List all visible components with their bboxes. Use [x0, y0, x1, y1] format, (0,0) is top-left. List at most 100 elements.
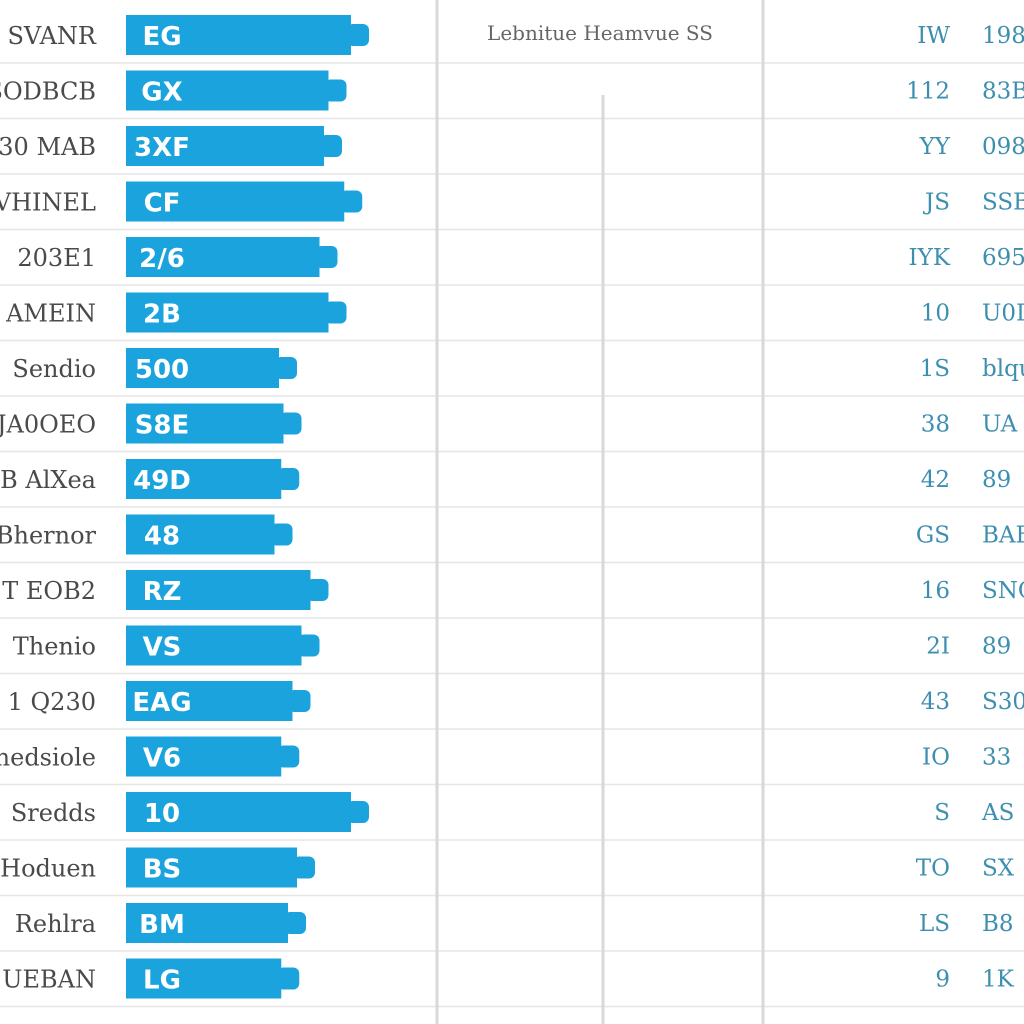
- table-row: SVANR EG IW 1986: [7, 15, 1024, 55]
- bar-cap: [277, 967, 300, 990]
- table-row: UEBAN LG 9 1K: [2, 958, 1015, 999]
- value-cell-2: UA: [982, 412, 1018, 438]
- row-label: 1 Q230: [8, 688, 96, 716]
- value-cell-1: 10: [921, 301, 950, 327]
- value-cell-2: 1986: [982, 23, 1024, 49]
- bar-cap: [324, 79, 347, 102]
- value-cell-1: 9: [935, 967, 950, 993]
- bar-data-label: RZ: [143, 577, 182, 607]
- value-cell-2: 89: [982, 467, 1011, 493]
- value-cell-2: SX: [982, 856, 1015, 882]
- row-label: SODBCB: [0, 78, 96, 106]
- bar-data-label: BS: [143, 855, 182, 885]
- row-label: TB AlXea: [0, 466, 96, 494]
- bar-cap: [297, 634, 320, 657]
- table-row: 30 MAB 3XF YY 098: [0, 126, 1024, 166]
- bar-data-label: LG: [143, 966, 181, 996]
- bar-data-label: 10: [144, 799, 180, 829]
- rows-layer: SVANR EG IW 1986 SODBCB GX 112 83B 30 MAB 3XF YY 09…: [0, 15, 1024, 999]
- value-cell-1: IO: [922, 745, 950, 771]
- value-cell-1: 43: [921, 689, 950, 715]
- value-cell-1: YY: [919, 134, 951, 160]
- table-row: T EOB2 RZ 16 SNC: [2, 570, 1024, 610]
- row-label: AMEIN: [5, 300, 96, 328]
- bar-data-label: EAG: [132, 688, 191, 718]
- bar-data-label: GX: [141, 78, 182, 108]
- bar-data-label: BM: [139, 910, 185, 940]
- bar: [126, 459, 282, 499]
- bar: [126, 570, 311, 610]
- bar: [126, 181, 345, 222]
- bar-data-label: CF: [144, 189, 181, 219]
- bar-cap: [315, 246, 338, 268]
- bar-data-label: V6: [143, 744, 181, 774]
- value-cell-2: blqu: [982, 356, 1024, 382]
- bar-cap: [293, 856, 315, 879]
- row-label: Hoduen: [0, 855, 96, 883]
- bar: [126, 126, 324, 166]
- value-cell-1: 112: [906, 79, 950, 105]
- bar-data-label: 2/6: [139, 244, 185, 274]
- value-cell-1: 2I: [926, 634, 950, 660]
- table-row: Thenio VS 2I 89: [13, 625, 1011, 666]
- bar-cap: [347, 24, 369, 46]
- row-label: 203E1: [17, 244, 96, 272]
- value-cell-2: 1K: [982, 967, 1015, 993]
- bar-data-label: 500: [135, 355, 189, 385]
- column-header: Lebnitue Heamvue SS: [487, 21, 713, 45]
- bar: [126, 514, 275, 555]
- bar-cap: [277, 468, 300, 490]
- value-cell-1: 38: [921, 412, 950, 438]
- row-label: 30 MAB: [0, 133, 96, 161]
- bar: [126, 681, 293, 721]
- bar-data-label: VS: [143, 633, 182, 663]
- table-row: SODBCB GX 112 83B: [0, 70, 1024, 111]
- bar-data-label: 48: [144, 522, 180, 552]
- value-cell-2: 098: [982, 134, 1024, 160]
- bar: [126, 403, 284, 444]
- bar-cap: [270, 523, 293, 546]
- table-row: 1 Q230 EAG 43 S30: [8, 681, 1024, 721]
- row-label: JA0OEO: [0, 411, 96, 439]
- table-row: AMEIN 2B 10 U0D: [5, 292, 1024, 333]
- row-label: T EOB2: [2, 577, 96, 605]
- row-label: UEBAN: [2, 966, 96, 994]
- table-row: Sendio 500 1S blqu: [12, 348, 1024, 388]
- bar: [126, 847, 297, 888]
- bar: [126, 903, 288, 943]
- bar-data-label: 3XF: [134, 133, 190, 163]
- value-cell-1: S: [934, 800, 950, 826]
- value-cell-2: AS: [981, 800, 1014, 826]
- value-cell-2: 695: [982, 245, 1024, 271]
- table-row: TB AlXea 49D 42 89: [0, 459, 1011, 499]
- value-cell-2: 83B: [982, 79, 1024, 105]
- bar-data-label: EG: [142, 22, 181, 52]
- value-cell-1: 16: [921, 578, 950, 604]
- bar-cap: [340, 190, 363, 213]
- bar: [126, 736, 282, 777]
- value-cell-1: 42: [921, 467, 950, 493]
- row-label: Rehlra: [15, 910, 96, 938]
- bar: [126, 237, 320, 277]
- row-label: VHINEL: [0, 189, 96, 217]
- value-cell-1: LS: [919, 911, 950, 937]
- value-cell-1: TO: [916, 856, 950, 882]
- bar-cap: [347, 801, 369, 823]
- value-cell-2: U0D: [982, 301, 1024, 327]
- table-row: JA0OEO S8E 38 UA: [0, 403, 1018, 444]
- table-row: VHINEL CF JS SSB: [0, 181, 1024, 222]
- bar-cap: [275, 357, 297, 379]
- bar: [126, 70, 329, 111]
- value-cell-2: B8: [982, 911, 1014, 937]
- table-row: Bhernor 48 GS BAB: [0, 514, 1024, 555]
- bar-cap: [320, 135, 342, 157]
- bar-cap: [277, 745, 300, 768]
- table-row: Sredds 10 S AS: [11, 792, 1014, 832]
- value-cell-2: 33: [982, 745, 1011, 771]
- table-row: 203E1 2/6 IYK 695: [17, 237, 1024, 277]
- bar-cap: [324, 301, 347, 324]
- value-cell-2: BAB: [982, 523, 1024, 549]
- grid-layer: [0, 62, 1024, 1008]
